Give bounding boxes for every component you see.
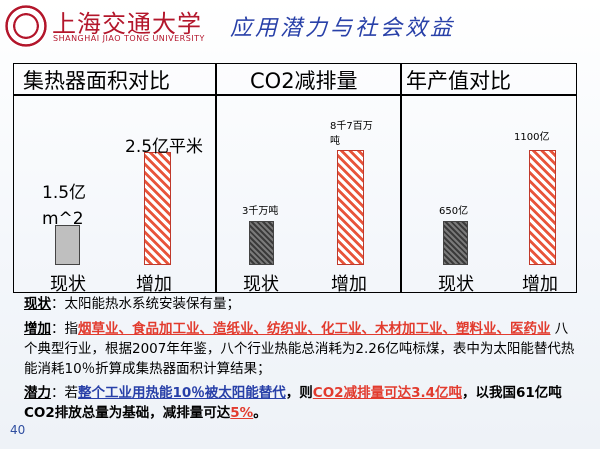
- note-increase: 增加：指烟草业、食品加工业、造纸业、纺织业、化工业、木材加工业、塑料业、医药业 …: [24, 319, 580, 379]
- notes-section: 现状：太阳能热水系统安装保有量； 增加：指烟草业、食品加工业、造纸业、纺织业、化…: [24, 294, 580, 423]
- category-label-increase: 增加: [522, 274, 558, 295]
- table-divider: [400, 64, 402, 292]
- note-text: ：太阳能热水系统安装保有量；: [51, 296, 240, 312]
- note-status: 现状：太阳能热水系统安装保有量；: [24, 294, 580, 314]
- bar-label-output-current: 650亿: [439, 206, 469, 217]
- note-text: ：若: [51, 385, 78, 401]
- note-text: 。: [253, 405, 267, 421]
- bar-co2-current: [249, 221, 274, 265]
- category-label-current: 现状: [243, 274, 279, 295]
- bar-label-co2-increase: 8千7百万吨: [330, 121, 373, 147]
- note-key: 潜力: [24, 385, 51, 401]
- bar-label-co2-current: 3千万吨: [242, 206, 279, 217]
- potential-highlight-blue: 整个工业用热能10％被太阳能替代: [78, 385, 286, 401]
- note-key: 现状: [24, 296, 51, 312]
- category-label-current: 现状: [50, 274, 86, 295]
- bar-output-current: [443, 221, 468, 265]
- comparison-table: 集热器面积对比 CO2减排量 年产值对比 1.5亿m^2 2.5亿平米 现状 增…: [13, 63, 577, 295]
- category-label-increase: 增加: [136, 274, 172, 295]
- university-logo-english: SHANGHAI JIAO TONG UNIVERSITY: [53, 34, 205, 43]
- category-label-increase: 增加: [331, 274, 367, 295]
- university-logo-text: 上海交通大学: [52, 10, 202, 38]
- column-heading-output: 年产值对比: [406, 69, 511, 93]
- page-title: 应用潜力与社会效益: [230, 16, 456, 41]
- note-text: 八个典型行业，根据2007年年鉴，八个行业热能总消耗为2.26亿吨标煤，表中为太…: [24, 321, 575, 377]
- bar-area-current: [55, 225, 80, 265]
- industries-list: 烟草业、食品加工业、造纸业、纺织业、化工业、木材加工业、塑料业、医药业: [78, 321, 551, 337]
- bar-label-area-increase: 2.5亿平米: [125, 137, 204, 157]
- note-text: ，以我国61亿吨CO2排放总量为基础，减排量可达: [24, 385, 562, 421]
- table-divider: [215, 64, 217, 292]
- category-label-current: 现状: [438, 274, 474, 295]
- column-heading-co2: CO2减排量: [250, 69, 358, 93]
- note-text: ，则: [285, 385, 313, 401]
- column-heading-area: 集热器面积对比: [23, 69, 170, 93]
- bar-label-area-current: 1.5亿m^2: [42, 183, 87, 229]
- note-text: ：指: [51, 321, 78, 337]
- bar-label-output-increase: 1100亿: [514, 132, 550, 143]
- potential-highlight-red: CO2减排量可达3.4亿吨: [312, 385, 462, 401]
- bar-co2-increase: [337, 150, 364, 265]
- table-divider: [14, 94, 576, 96]
- potential-percent: 5%: [230, 405, 254, 421]
- university-seal-logo: [4, 4, 48, 48]
- page-number: 40: [10, 423, 26, 437]
- bar-area-increase: [144, 152, 171, 265]
- note-key: 增加: [24, 321, 51, 337]
- note-potential: 潜力：若整个工业用热能10％被太阳能替代，则CO2减排量可达3.4亿吨，以我国6…: [24, 383, 580, 423]
- bar-output-increase: [529, 150, 556, 265]
